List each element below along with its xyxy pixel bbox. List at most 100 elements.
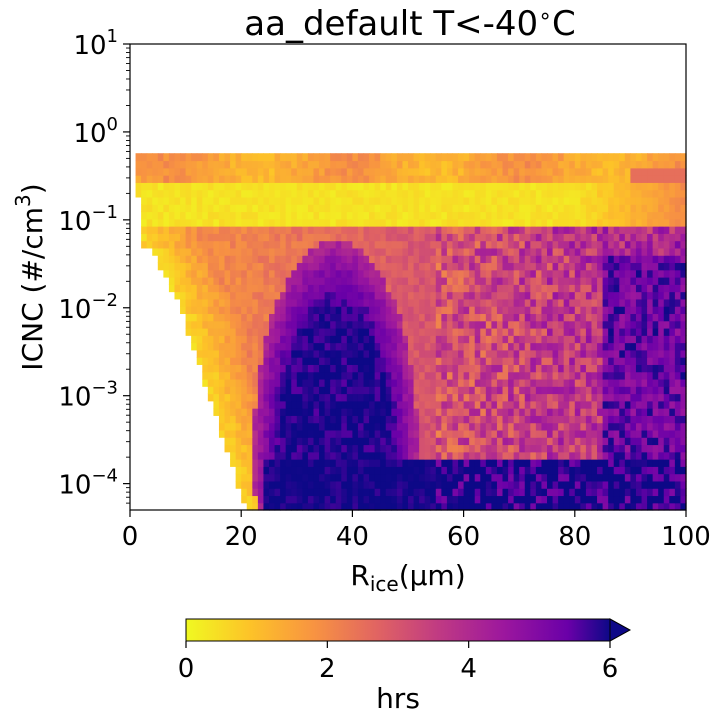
heatmap-cell [241,277,248,285]
heatmap-cell [585,247,593,256]
heatmap-cell [541,291,548,300]
heatmap-cell [496,269,504,278]
heatmap-cell [430,378,437,387]
heatmap-cell [319,444,326,453]
heatmap-cell [652,240,659,249]
heatmap-cell [452,269,459,278]
heatmap-cell [674,269,682,278]
heatmap-cell [285,502,292,511]
heatmap-cell [485,371,492,380]
heatmap-cell [458,335,465,344]
heatmap-cell [213,400,220,409]
heatmap-cell [647,218,654,227]
heatmap-cell [252,211,259,220]
heatmap-cell [658,466,665,475]
heatmap-cell [452,298,459,307]
heatmap-cell [563,371,570,380]
heatmap-cell [291,226,298,234]
heatmap-cell [624,335,631,344]
heatmap-cell [157,160,164,169]
heatmap-cell [196,349,203,358]
heatmap-cell [280,495,287,504]
heatmap-cell [647,488,654,497]
heatmap-cell [391,313,398,322]
heatmap-cell [669,313,676,322]
heatmap-cell [352,262,359,271]
heatmap-cell [602,502,609,511]
heatmap-cell [330,269,337,278]
heatmap-cell [469,298,476,307]
heatmap-cell [569,233,576,242]
heatmap-cell [647,255,654,264]
heatmap-cell [335,226,342,234]
heatmap-cell [313,327,320,336]
heatmap-cell [652,429,659,438]
heatmap-cell [391,226,398,234]
heatmap-cell [363,247,370,256]
heatmap-cell [191,298,198,307]
heatmap-cell [552,466,559,475]
x-tick-label: 40 [336,522,369,552]
heatmap-cell [413,306,420,315]
heatmap-cell [246,495,253,504]
heatmap-cell [474,196,481,205]
heatmap-cell [602,473,609,482]
heatmap-cell [319,488,326,497]
heatmap-cell [630,306,637,315]
heatmap-cell [335,386,342,395]
heatmap-cell [441,226,448,234]
heatmap-cell [363,342,370,351]
heatmap-cell [241,378,248,387]
heatmap-cell [530,277,537,285]
heatmap-cell [585,364,593,373]
heatmap-cell [480,182,487,191]
heatmap-cell [652,204,659,213]
heatmap-cell [658,451,665,460]
heatmap-cell [402,240,409,249]
heatmap-cell [424,393,431,402]
heatmap-cell [613,349,620,358]
heatmap-cell [263,182,270,191]
heatmap-cell [391,342,398,351]
heatmap-cell [674,495,682,504]
heatmap-cell [674,182,682,191]
heatmap-cell [496,349,504,358]
heatmap-cell [335,327,342,336]
heatmap-cell [647,182,654,191]
heatmap-cell [296,422,303,431]
heatmap-cell [469,262,476,271]
heatmap-cell [385,364,392,373]
heatmap-cell [152,247,159,256]
heatmap-cell [380,495,387,504]
heatmap-cell [352,371,359,380]
heatmap-cell [591,269,598,278]
heatmap-cell [591,451,598,460]
heatmap-cell [313,488,320,497]
heatmap-cell [363,459,370,467]
x-axis-label-unit: (μm) [399,559,466,592]
heatmap-cell [235,277,242,285]
heatmap-cell [624,357,631,365]
heatmap-cell [463,342,470,351]
heatmap-cell [441,386,448,395]
heatmap-cell [585,357,593,365]
heatmap-cell [291,444,298,453]
heatmap-cell [558,255,565,264]
heatmap-cell [519,255,526,264]
heatmap-cell [280,291,287,300]
heatmap-cell [569,473,576,482]
heatmap-cell [458,466,465,475]
heatmap-cell [547,466,554,475]
heatmap-cell [524,320,531,329]
heatmap-cell [485,226,492,234]
heatmap-cell [391,255,398,264]
heatmap-cell [335,291,342,300]
heatmap-cell [469,495,476,504]
heatmap-cell [547,429,554,438]
heatmap-cell [591,429,598,438]
heatmap-cell [652,386,659,395]
heatmap-cell [485,167,492,176]
heatmap-cell [213,211,220,220]
heatmap-cell [402,277,409,285]
